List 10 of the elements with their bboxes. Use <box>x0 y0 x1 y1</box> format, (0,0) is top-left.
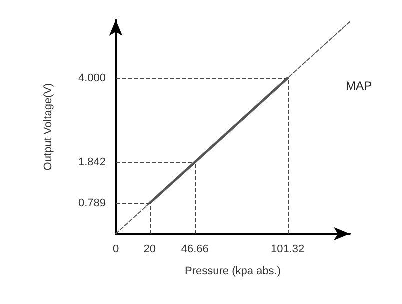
x-tick-label: 101.32 <box>270 244 305 256</box>
y-tick-label: 1.842 <box>78 156 106 168</box>
y-tick-label: 4.000 <box>78 72 106 84</box>
y-axis-title: Output Voltage(V) <box>42 83 54 171</box>
x-tick-label: 0 <box>112 244 120 256</box>
x-axis-title: Pressure (kpa abs.) <box>185 266 281 278</box>
x-tick-label: 46.66 <box>181 244 209 256</box>
y-tick-label: 0.789 <box>78 197 106 210</box>
x-tick-label: 20 <box>144 244 156 256</box>
annotation: MAP <box>346 79 372 93</box>
